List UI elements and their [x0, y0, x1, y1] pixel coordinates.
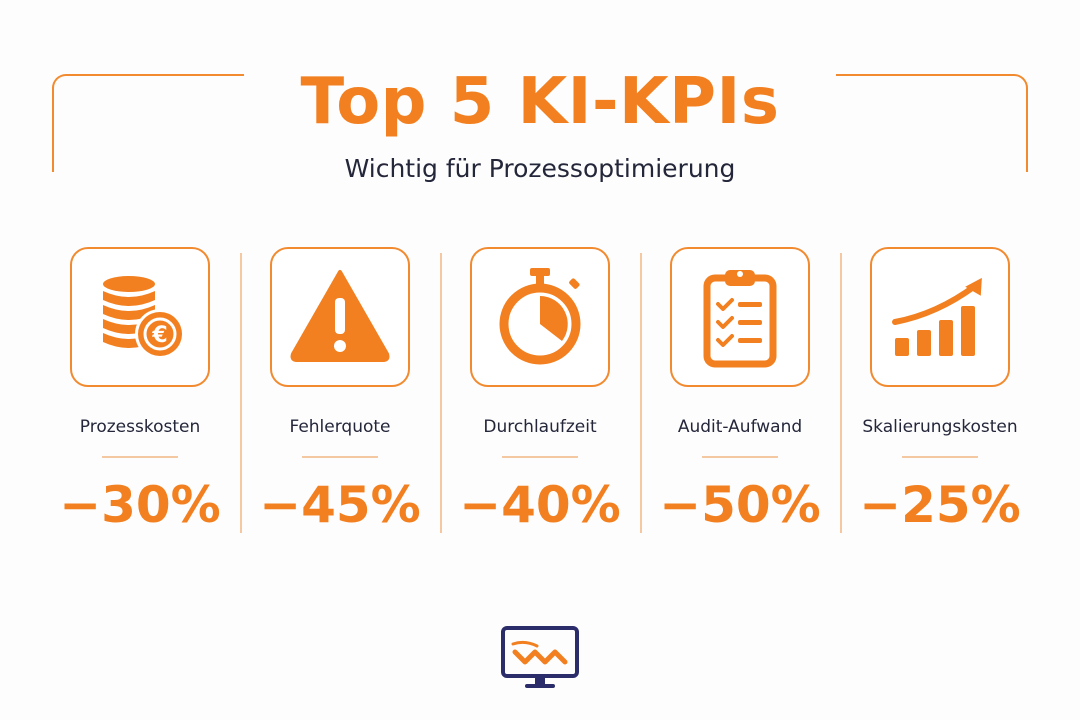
stopwatch-icon — [499, 268, 581, 365]
kpi-icon-box: € — [70, 247, 210, 387]
kpi-value: −30% — [59, 476, 221, 534]
kpi-underline — [702, 456, 778, 458]
kpi-icon-box — [670, 247, 810, 387]
monitor-logo-icon — [501, 626, 579, 690]
kpi-label: Skalierungskosten — [862, 417, 1018, 437]
kpi-card-prozesskosten: € Prozesskosten −30% — [40, 247, 240, 534]
kpi-card-durchlaufzeit: Durchlaufzeit −40% — [440, 247, 640, 534]
kpi-label: Audit-Aufwand — [677, 417, 803, 437]
page-subtitle: Wichtig für Prozessoptimierung — [344, 154, 736, 183]
kpi-row: € Prozesskosten −30% Fehlerquote −45% — [40, 247, 1040, 534]
warning-icon — [290, 270, 390, 362]
kpi-value: −45% — [259, 476, 421, 534]
kpi-icon-box — [270, 247, 410, 387]
kpi-label: Fehlerquote — [289, 417, 391, 437]
page-title: Top 5 KI-KPIs — [300, 65, 780, 139]
column-divider — [640, 253, 642, 533]
kpi-label: Durchlaufzeit — [483, 417, 597, 437]
clipboard-checklist-icon — [703, 270, 777, 368]
kpi-card-audit-aufwand: Audit-Aufwand −50% — [640, 247, 840, 534]
kpi-underline — [102, 456, 178, 458]
kpi-label: Prozesskosten — [79, 417, 201, 437]
column-divider — [440, 253, 442, 533]
column-divider — [840, 253, 842, 533]
kpi-underline — [502, 456, 578, 458]
growth-chart-icon — [892, 277, 982, 356]
coins-euro-icon: € — [103, 276, 185, 359]
kpi-card-skalierungskosten: Skalierungskosten −25% — [840, 247, 1040, 534]
column-divider — [240, 253, 242, 533]
kpi-value: −25% — [859, 476, 1021, 534]
svg-text:€: € — [151, 323, 167, 348]
kpi-underline — [902, 456, 978, 458]
kpi-icon-box — [470, 247, 610, 387]
kpi-value: −50% — [659, 476, 821, 534]
kpi-icon-box — [870, 247, 1010, 387]
kpi-card-fehlerquote: Fehlerquote −45% — [240, 247, 440, 534]
kpi-value: −40% — [459, 476, 621, 534]
kpi-underline — [302, 456, 378, 458]
